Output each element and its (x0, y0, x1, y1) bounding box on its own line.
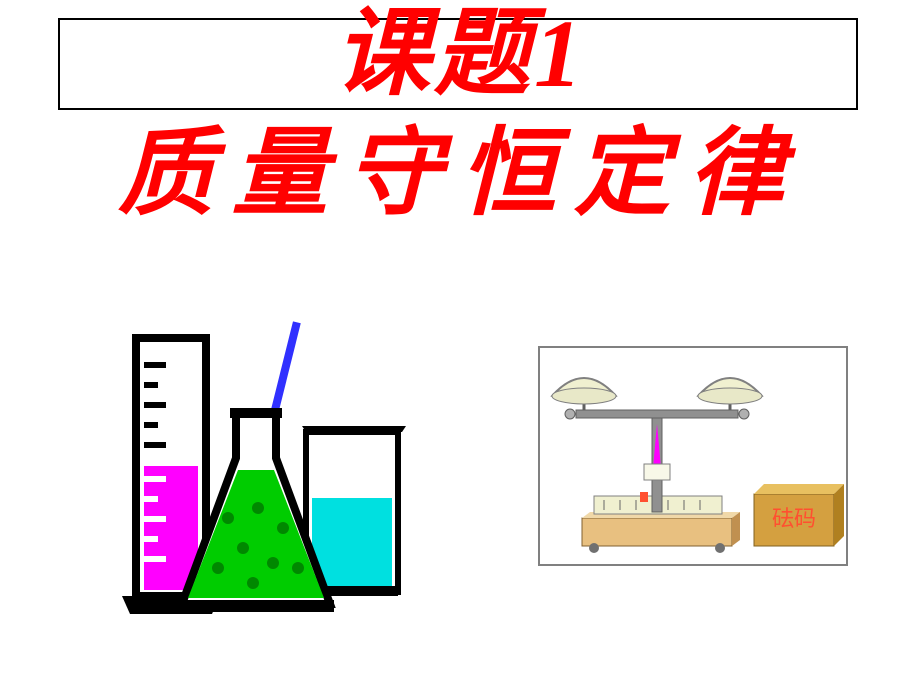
balance-scale-image: 砝码 (538, 346, 848, 566)
glassware-image (118, 318, 408, 636)
title-line-2: 质量守恒定律 (0, 126, 920, 222)
title-line-1: 课题1 (0, 6, 920, 102)
weights-box-label: 砝码 (772, 506, 816, 531)
